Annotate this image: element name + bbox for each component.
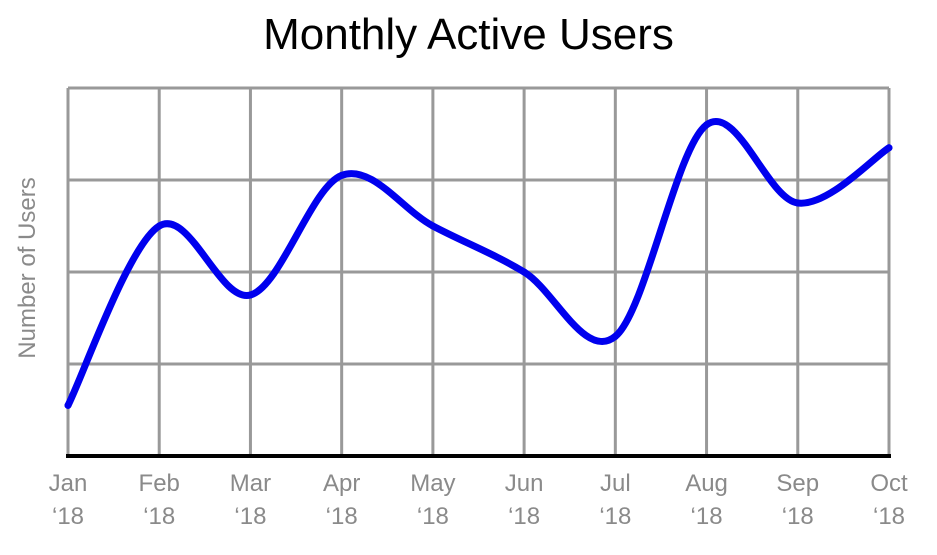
data-point bbox=[885, 144, 893, 152]
data-point bbox=[64, 401, 72, 409]
chart-title: Monthly Active Users bbox=[263, 10, 674, 59]
data-point bbox=[611, 332, 619, 340]
x-tick-label-year: ‘18 bbox=[52, 503, 84, 530]
data-point bbox=[794, 199, 802, 207]
x-tick-label: Mar bbox=[230, 470, 271, 497]
data-point bbox=[155, 222, 163, 230]
x-tick-label: Jun bbox=[505, 470, 544, 497]
x-tick-label-year: ‘18 bbox=[691, 503, 723, 530]
x-tick-label-year: ‘18 bbox=[417, 503, 449, 530]
x-tick-label: Jan bbox=[49, 470, 88, 497]
x-tick-label-year: ‘18 bbox=[873, 503, 905, 530]
x-tick-label-year: ‘18 bbox=[508, 503, 540, 530]
data-point bbox=[520, 268, 528, 276]
x-tick-label-year: ‘18 bbox=[599, 503, 631, 530]
x-tick-label-year: ‘18 bbox=[326, 503, 358, 530]
series-line bbox=[64, 118, 893, 409]
x-tick-label-year: ‘18 bbox=[782, 503, 814, 530]
x-tick-label: Jul bbox=[600, 470, 631, 497]
y-axis-label: Number of Users bbox=[14, 177, 41, 358]
x-tick-label-year: ‘18 bbox=[143, 503, 175, 530]
data-point bbox=[338, 171, 346, 179]
x-tick-label: May bbox=[410, 470, 455, 497]
data-point bbox=[703, 121, 711, 129]
x-tick-label: Oct bbox=[870, 470, 908, 497]
x-tick-label: Feb bbox=[139, 470, 180, 497]
x-tick-label-year: ‘18 bbox=[234, 503, 266, 530]
data-point bbox=[429, 222, 437, 230]
x-tick-label: Apr bbox=[323, 470, 360, 497]
x-tick-label: Aug bbox=[685, 470, 728, 497]
x-tick-label: Sep bbox=[776, 470, 819, 497]
data-point bbox=[246, 291, 254, 299]
